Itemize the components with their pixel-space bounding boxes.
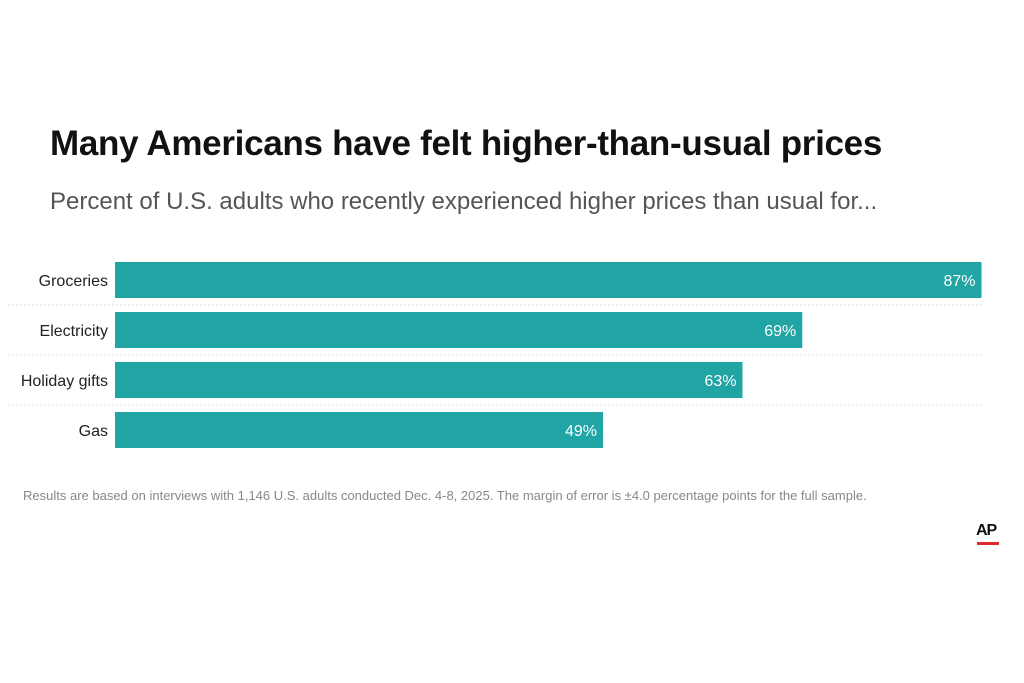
chart-title: Many Americans have felt higher-than-usu… bbox=[50, 124, 883, 163]
bar-gas bbox=[115, 412, 604, 448]
category-label: Groceries bbox=[39, 273, 108, 290]
ap-logo: AP bbox=[976, 522, 997, 539]
bar-electricity bbox=[115, 312, 803, 348]
value-label: 69% bbox=[764, 323, 796, 340]
chart-subtitle: Percent of U.S. adults who recently expe… bbox=[50, 188, 878, 215]
value-label: 87% bbox=[943, 273, 975, 290]
value-label: 63% bbox=[704, 373, 736, 390]
footnote: Results are based on interviews with 1,1… bbox=[23, 488, 867, 503]
category-label: Electricity bbox=[40, 323, 108, 340]
ap-logo-underline bbox=[977, 542, 999, 545]
category-label: Holiday gifts bbox=[21, 373, 108, 390]
value-label: 49% bbox=[565, 423, 597, 440]
bar-groceries bbox=[115, 262, 982, 298]
bar-holiday-gifts bbox=[115, 362, 743, 398]
category-label: Gas bbox=[79, 423, 108, 440]
bar-chart: Groceries 87% Electricity 69% Holiday gifts 6… bbox=[8, 262, 982, 448]
